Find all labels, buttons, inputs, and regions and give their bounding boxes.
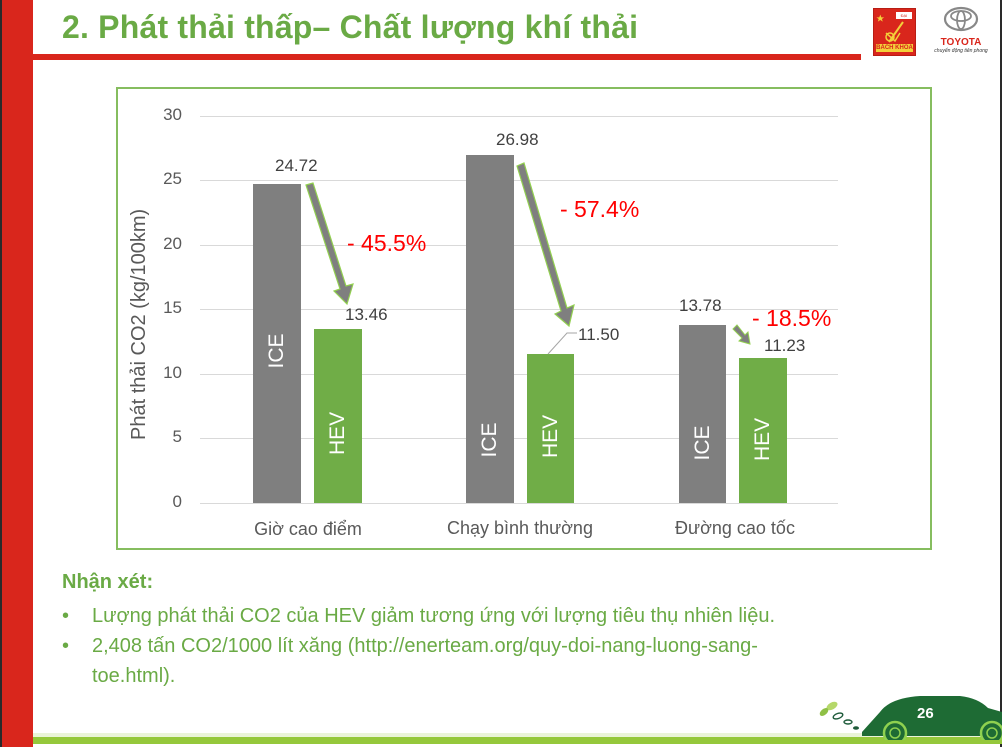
gridline-20 — [200, 245, 838, 246]
x-category-label: Giờ cao điểm — [254, 519, 362, 539]
value-label: 26.98 — [496, 130, 539, 149]
toyota-logo: TOYOTA chuyển động tiên phong — [925, 6, 997, 60]
ytick: 10 — [163, 363, 182, 382]
arrow-down-icon — [305, 182, 354, 306]
bach-khoa-logo: ĐẠI HỌC BÁCH KHOA — [873, 8, 916, 56]
ytick: 30 — [163, 105, 182, 124]
gridline-25 — [200, 180, 838, 181]
toyota-tagline: chuyển động tiên phong — [934, 48, 988, 54]
value-label: 24.72 — [275, 156, 318, 175]
right-edge — [1000, 0, 1002, 747]
logo-band-text: BÁCH KHOA — [876, 44, 913, 52]
bar-series-label: HEV — [751, 417, 774, 461]
gridline-30 — [200, 116, 838, 117]
bar-series-label: ICE — [478, 422, 501, 458]
toyota-emblem-icon — [943, 6, 979, 32]
bullet-icon: • — [62, 605, 70, 627]
y-axis-label: Phát thải CO2 (kg/100km) — [128, 208, 150, 440]
left-edge — [0, 0, 2, 747]
value-label: 13.78 — [679, 296, 722, 315]
value-label: 13.46 — [345, 305, 388, 324]
note-bullet-2-cont: toe.html). — [92, 664, 175, 688]
note-text: Lượng phát thải CO2 của HEV giảm tương ứ… — [92, 605, 776, 627]
left-accent-bar — [0, 0, 33, 747]
bar-ice-chay-binh-thuong: ICE — [466, 155, 514, 503]
note-bullet-1: • Lượng phát thải CO2 của HEV giảm tương … — [62, 604, 775, 628]
bar-series-label: HEV — [326, 411, 349, 455]
notes-heading: Nhận xét: — [62, 571, 154, 593]
ytick: 15 — [163, 298, 182, 317]
bar-series-label: ICE — [265, 333, 288, 369]
page-number: 26 — [917, 705, 934, 722]
bar-series-label: HEV — [539, 414, 562, 458]
gridline-15 — [200, 309, 838, 310]
ytick: 20 — [163, 234, 182, 253]
footer-green-line — [33, 737, 1002, 744]
gridline-10 — [200, 374, 838, 375]
toyota-wordmark: TOYOTA — [940, 37, 982, 48]
compass-icon — [876, 14, 904, 43]
x-category-label: Chạy bình thường — [447, 518, 593, 538]
ytick: 25 — [163, 169, 182, 188]
bar-ice-gio-cao-diem: ICE — [253, 184, 301, 503]
reduction-annotation: - 57.4% — [560, 196, 640, 222]
bar-series-label: ICE — [691, 425, 714, 461]
value-label: 11.23 — [764, 336, 806, 355]
title-underline — [33, 54, 861, 60]
arrow-down-icon — [732, 324, 751, 345]
bullet-icon: • — [62, 635, 70, 657]
footer-shade — [33, 733, 1002, 737]
gridline-0 — [200, 503, 838, 504]
arrow-down-icon — [516, 162, 575, 328]
note-bullet-2: • 2,408 tấn CO2/1000 lít xăng (http://ene… — [62, 634, 758, 658]
green-car-icon — [819, 696, 1002, 740]
slide-title: 2. Phát thải thấp– Chất lượng khí thải — [62, 9, 639, 45]
leader-line — [547, 332, 577, 355]
bar-ice-duong-cao-toc: ICE — [679, 325, 726, 503]
ytick: 5 — [172, 427, 182, 446]
value-label: 11.50 — [578, 325, 620, 344]
x-category-label: Đường cao tốc — [675, 518, 795, 538]
gridline-5 — [200, 438, 838, 439]
reduction-annotation: - 45.5% — [347, 230, 427, 256]
logo-top-text: ĐẠI HỌC — [896, 12, 912, 25]
bar-hev-gio-cao-diem: HEV — [314, 329, 362, 503]
note-link-text[interactable]: toe.html). — [92, 665, 176, 687]
bar-hev-duong-cao-toc: HEV — [739, 358, 787, 503]
note-link-text[interactable]: 2,408 tấn CO2/1000 lít xăng (http://ener… — [92, 635, 758, 657]
ytick: 0 — [172, 492, 182, 511]
bar-hev-chay-binh-thuong: HEV — [527, 354, 574, 503]
reduction-annotation: - 18.5% — [752, 305, 832, 331]
